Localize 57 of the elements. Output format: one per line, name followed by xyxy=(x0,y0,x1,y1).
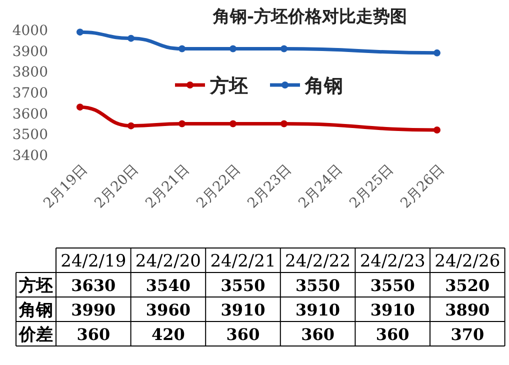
point xyxy=(230,120,236,128)
y-tick-label: 3600 xyxy=(12,106,48,122)
category-label: 24/2/19 xyxy=(60,252,126,272)
data-label: 360 xyxy=(76,325,110,344)
y-tick-label: 3900 xyxy=(12,44,48,60)
data-label: 3890 xyxy=(445,300,490,320)
point xyxy=(280,45,288,52)
y-tick-label: 4000 xyxy=(12,23,48,39)
y-tick-label: 3800 xyxy=(12,64,48,81)
point xyxy=(280,120,288,128)
text: 方坯 xyxy=(18,276,53,296)
data-label: 3990 xyxy=(71,300,116,320)
chart-title: 角钢-方坯价格对比走势图 xyxy=(212,7,408,27)
point xyxy=(434,49,440,56)
legend-label: 角钢 xyxy=(304,75,343,97)
y-tick-label: 3500 xyxy=(12,127,48,144)
x-tick-label: 2月23日 xyxy=(244,162,295,212)
data-label: 360 xyxy=(301,325,335,344)
category-label: 24/2/21 xyxy=(210,252,276,272)
y-tick-label: 3700 xyxy=(12,86,48,102)
x-tick-label: 2月19日 xyxy=(40,162,91,212)
category-label: 24/2/26 xyxy=(434,252,500,272)
data-label: 3960 xyxy=(146,300,190,320)
data-label: 420 xyxy=(151,325,185,344)
text: 价差 xyxy=(18,325,53,345)
x-tick-label: 2月20日 xyxy=(92,162,142,212)
point xyxy=(76,104,84,111)
point xyxy=(178,120,186,128)
y-tick-label: 3400 xyxy=(12,148,48,164)
point xyxy=(434,126,440,134)
x-tick-label: 2月22日 xyxy=(194,162,244,212)
data-label: 3550 xyxy=(296,276,340,295)
point xyxy=(128,34,134,42)
data-label: 3630 xyxy=(71,276,116,295)
text: 角钢 xyxy=(18,300,53,320)
point xyxy=(128,122,134,130)
category-label: 24/2/20 xyxy=(135,252,201,272)
data-label: 3910 xyxy=(296,300,340,320)
data-label: 370 xyxy=(450,325,484,344)
x-tick-label: 2月24日 xyxy=(296,162,346,212)
x-tick-label: 2月26日 xyxy=(398,162,448,212)
data-label: 3540 xyxy=(146,276,190,295)
data-label: 3910 xyxy=(220,300,266,320)
data-label: 360 xyxy=(226,325,260,344)
data-label: 360 xyxy=(376,325,410,344)
legend-label: 方坯 xyxy=(209,75,248,97)
data-label: 3550 xyxy=(370,276,415,295)
data-label: 3550 xyxy=(220,276,266,295)
point xyxy=(76,28,84,36)
category-label: 24/2/22 xyxy=(285,252,351,272)
data-label: 3520 xyxy=(445,276,490,295)
x-tick-label: 2月21日 xyxy=(142,162,193,212)
point xyxy=(178,45,186,52)
category-label: 24/2/23 xyxy=(360,252,426,272)
x-tick-label: 2月25日 xyxy=(346,162,397,212)
point xyxy=(230,45,236,52)
data-label: 3910 xyxy=(370,300,415,320)
